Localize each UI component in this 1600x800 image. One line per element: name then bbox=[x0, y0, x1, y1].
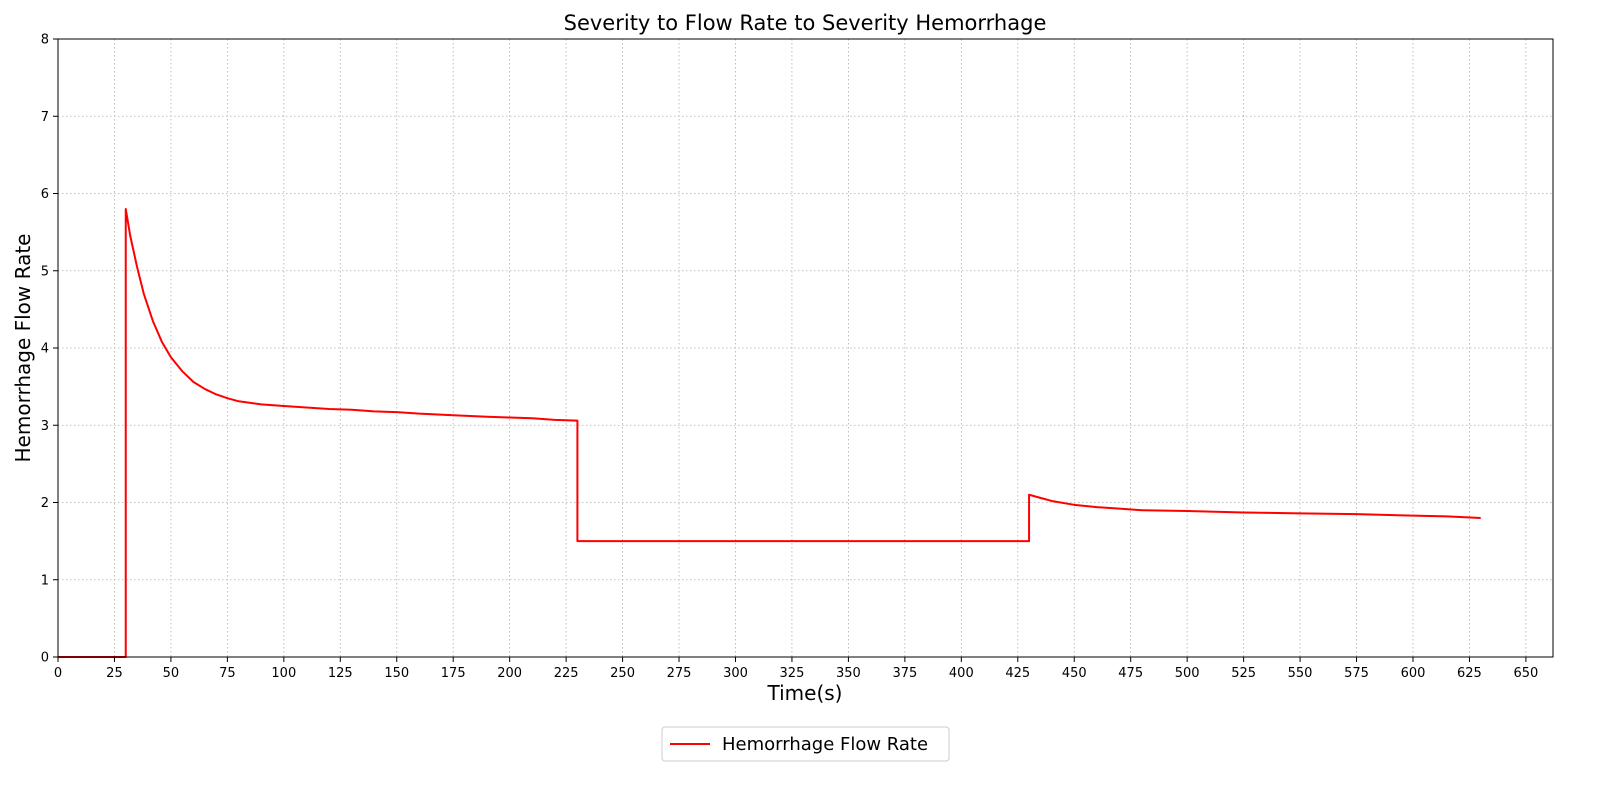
x-axis-title: Time(s) bbox=[767, 681, 843, 705]
x-tick-label: 0 bbox=[54, 666, 62, 681]
x-tick-label: 450 bbox=[1062, 666, 1087, 681]
y-tick-label: 1 bbox=[41, 573, 49, 588]
legend-box bbox=[661, 726, 950, 762]
x-tick-label: 300 bbox=[723, 666, 748, 681]
x-tick-label: 100 bbox=[271, 666, 296, 681]
x-axis: 0 25 50 75 100 125 150 175 200 225 250 275 300 325 350… bbox=[54, 657, 1538, 681]
x-tick-label: 375 bbox=[892, 666, 917, 681]
grid bbox=[57, 38, 1553, 658]
x-tick-label: 200 bbox=[497, 666, 522, 681]
y-tick-label: 2 bbox=[41, 496, 49, 511]
x-tick-label: 50 bbox=[163, 666, 180, 681]
y-tick-label: 0 bbox=[41, 651, 49, 666]
x-tick-label: 525 bbox=[1231, 666, 1256, 681]
x-tick-label: 625 bbox=[1457, 666, 1482, 681]
x-tick-label: 325 bbox=[780, 666, 805, 681]
y-tick-label: 8 bbox=[41, 33, 49, 48]
y-tick-label: 7 bbox=[41, 110, 49, 125]
y-axis: 0 1 2 3 4 5 6 7 8 bbox=[41, 33, 58, 666]
x-tick-label: 350 bbox=[836, 666, 861, 681]
legend-label: Hemorrhage Flow Rate bbox=[722, 734, 928, 755]
x-tick-label: 150 bbox=[384, 666, 409, 681]
x-tick-label: 650 bbox=[1513, 666, 1538, 681]
x-tick-label: 175 bbox=[441, 666, 466, 681]
x-tick-label: 400 bbox=[949, 666, 974, 681]
x-tick-label: 475 bbox=[1118, 666, 1143, 681]
x-tick-label: 550 bbox=[1288, 666, 1313, 681]
x-tick-label: 425 bbox=[1005, 666, 1030, 681]
x-tick-label: 75 bbox=[219, 666, 236, 681]
y-tick-label: 5 bbox=[41, 264, 49, 279]
legend: Hemorrhage Flow Rate bbox=[661, 726, 950, 762]
y-tick-label: 3 bbox=[41, 419, 49, 434]
series-line-hemorrhage-flow-rate bbox=[58, 207, 1481, 658]
x-tick-label: 250 bbox=[610, 666, 635, 681]
x-tick-label: 575 bbox=[1344, 666, 1369, 681]
x-tick-label: 225 bbox=[554, 666, 579, 681]
x-tick-label: 125 bbox=[328, 666, 353, 681]
x-tick-label: 600 bbox=[1401, 666, 1426, 681]
x-tick-label: 500 bbox=[1175, 666, 1200, 681]
y-tick-label: 6 bbox=[41, 187, 49, 202]
chart-title: Severity to Flow Rate to Severity Hemorr… bbox=[564, 11, 1047, 35]
y-tick-label: 4 bbox=[41, 342, 49, 357]
x-tick-label: 275 bbox=[667, 666, 692, 681]
y-axis-title: Hemorrhage Flow Rate bbox=[11, 234, 35, 463]
x-tick-label: 25 bbox=[106, 666, 123, 681]
series-layer bbox=[58, 207, 1481, 658]
